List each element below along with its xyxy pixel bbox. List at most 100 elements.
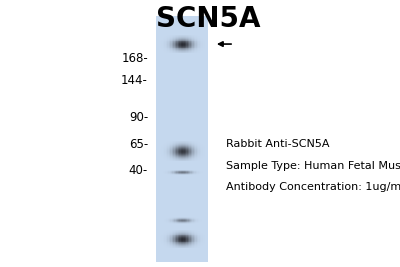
Bar [197,38,199,39]
Bar [196,219,198,220]
Bar [164,40,166,41]
Bar [178,171,180,172]
Bar [203,236,204,238]
Bar [200,173,202,174]
Bar [200,48,202,49]
Bar [192,157,194,158]
Bar [169,221,171,222]
Bar [182,234,184,235]
Bar [185,237,187,238]
Bar [178,159,180,160]
Bar [188,247,190,248]
Bar [175,173,177,174]
Bar [191,144,193,145]
Bar [185,173,186,174]
Bar [160,241,162,242]
Bar [161,141,163,142]
Bar [188,219,190,220]
Bar [172,153,174,154]
Bar [192,160,194,161]
Bar [181,174,182,175]
Bar [172,230,174,231]
Bar [185,218,186,219]
Bar [182,222,184,223]
Bar [180,48,182,50]
Bar [197,234,199,235]
Bar [173,39,175,40]
Bar [178,174,180,175]
Bar [184,36,185,37]
Bar [161,38,163,39]
Bar [163,150,165,151]
Bar [161,234,163,235]
Bar [200,220,202,221]
Bar [197,50,199,51]
Bar [165,219,167,220]
Bar [164,230,166,231]
Bar [173,38,175,39]
Bar [164,45,166,46]
Bar [201,232,203,233]
Bar [161,41,163,42]
Bar [188,170,189,171]
Bar [198,52,200,53]
Bar [173,148,175,149]
Bar [201,39,203,40]
Bar [176,43,178,44]
Bar [194,239,196,240]
Bar [191,239,193,240]
Bar [173,233,175,234]
Bar [181,173,182,174]
Bar [162,173,164,174]
Bar [182,231,184,232]
Bar [179,39,181,40]
Bar [197,46,199,47]
Bar [172,233,174,234]
Bar [169,219,171,220]
Bar [173,232,175,233]
Bar [188,222,190,223]
Bar [164,233,166,234]
Bar [180,49,182,50]
Bar [163,52,165,53]
Bar [164,170,166,171]
Text: 40-: 40- [129,164,148,177]
Bar [174,173,176,174]
Bar [194,233,196,234]
Bar [200,240,202,241]
Bar [175,174,177,175]
Bar [186,144,188,145]
Bar [169,44,171,45]
Bar [192,153,194,154]
Bar [188,173,189,174]
Bar [185,222,186,223]
Bar [203,155,204,156]
Bar [198,48,200,49]
Bar [164,220,166,221]
Bar [184,243,185,245]
Bar [173,37,175,38]
Bar [183,219,185,220]
Bar [160,157,162,158]
Bar [194,242,196,243]
Bar [189,240,191,241]
Bar [200,157,202,158]
Bar [167,52,169,53]
Bar [164,232,166,233]
Bar [194,173,196,174]
Bar [199,220,201,221]
Bar [198,155,200,156]
Bar [195,217,197,218]
Bar [186,45,188,46]
Bar [170,155,172,156]
Bar [169,246,171,247]
Bar [180,247,182,248]
Bar [181,170,182,171]
Bar [189,42,191,44]
Bar [166,143,168,144]
Bar [187,222,189,223]
Bar [200,37,202,38]
Bar [165,171,167,172]
Bar [168,171,170,172]
Bar [198,159,200,160]
